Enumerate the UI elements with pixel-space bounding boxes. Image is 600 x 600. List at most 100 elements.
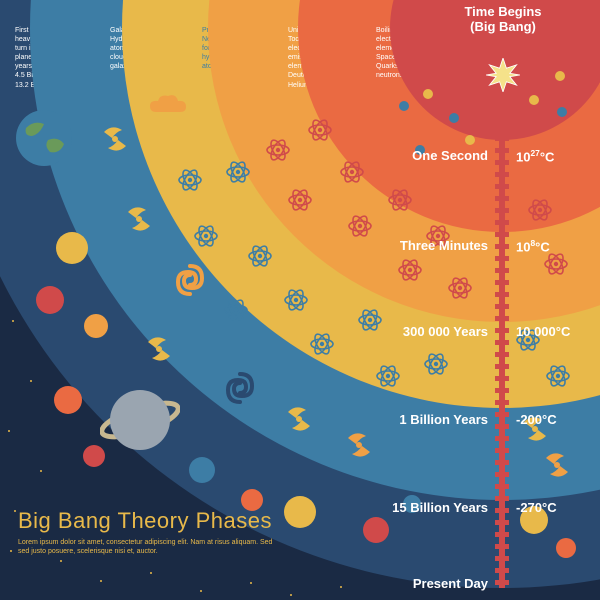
timeline-tick — [495, 40, 509, 45]
timeline-tick — [495, 232, 509, 237]
timeline-tick — [495, 568, 509, 573]
timeline-tick — [495, 580, 509, 585]
timeline-tick — [495, 292, 509, 297]
timeline-tick — [495, 376, 509, 381]
timeline-tick — [495, 256, 509, 261]
galaxy-icon — [282, 402, 316, 441]
atom-icon — [193, 223, 219, 254]
star-dot — [30, 380, 32, 382]
timeline-tick — [495, 364, 509, 369]
atom-icon — [347, 213, 373, 244]
planet-icon — [16, 110, 72, 166]
temperature-label-2: 10 000°C — [516, 324, 570, 339]
timeline-bar — [499, 40, 505, 588]
star-dot — [200, 590, 202, 592]
atom-icon — [339, 159, 365, 190]
star-dot — [10, 550, 12, 552]
particle-icon — [555, 71, 565, 81]
planet-icon — [189, 457, 215, 483]
atom-icon — [375, 363, 401, 394]
star-dot — [14, 510, 16, 512]
timeline-tick — [495, 244, 509, 249]
temperature-label-0: 1027°C — [516, 148, 554, 164]
timeline-tick — [495, 556, 509, 561]
temperature-label-3: -200°C — [516, 412, 557, 427]
timeline-tick — [495, 196, 509, 201]
star-dot — [340, 586, 342, 588]
big-bang-star-icon — [486, 58, 520, 97]
phase-label-5: Present Day — [413, 576, 488, 591]
star-dot — [8, 430, 10, 432]
atom-icon — [543, 251, 569, 282]
timeline-tick — [495, 472, 509, 477]
temperature-label-4: -270°C — [516, 500, 557, 515]
phase-label-4: 15 Billion Years — [392, 500, 488, 515]
timeline-tick — [495, 208, 509, 213]
atom-icon — [545, 363, 571, 394]
timeline-tick — [495, 136, 509, 141]
timeline-tick — [495, 508, 509, 513]
timeline-tick — [495, 352, 509, 357]
timeline-tick — [495, 436, 509, 441]
star-dot — [250, 582, 252, 584]
temperature-label-1: 108°C — [516, 238, 550, 254]
particle-icon — [529, 95, 539, 105]
timeline-tick — [495, 520, 509, 525]
planet-icon — [284, 496, 316, 528]
timeline-tick — [495, 424, 509, 429]
star-dot — [60, 560, 62, 562]
atom-icon — [397, 257, 423, 288]
phase-label-3: 1 Billion Years — [399, 412, 488, 427]
timeline-tick — [495, 172, 509, 177]
timeline-tick — [495, 544, 509, 549]
atom-icon — [423, 351, 449, 382]
galaxy-icon — [342, 428, 376, 467]
header-line1: Time Begins — [464, 4, 541, 19]
planet-icon — [363, 517, 389, 543]
timeline-tick — [495, 484, 509, 489]
galaxy-icon — [222, 370, 258, 411]
particle-icon — [557, 107, 567, 117]
atom-icon — [447, 275, 473, 306]
phase-label-0: One Second — [412, 148, 488, 163]
big-bang-infographic: First dying stars produce heavy elements… — [0, 0, 600, 600]
phase-label-2: 300 000 Years — [403, 324, 488, 339]
galaxy-icon — [540, 448, 574, 487]
timeline-tick — [495, 532, 509, 537]
phase-label-1: Three Minutes — [400, 238, 488, 253]
planet-icon — [36, 286, 64, 314]
timeline-tick — [495, 388, 509, 393]
atom-icon — [247, 243, 273, 274]
planet-icon — [56, 232, 88, 264]
planet-icon — [556, 538, 576, 558]
galaxy-icon — [122, 202, 156, 241]
atom-icon — [527, 197, 553, 228]
galaxy-icon — [142, 332, 176, 371]
timeline-tick — [495, 316, 509, 321]
timeline-tick — [495, 496, 509, 501]
star-dot — [40, 470, 42, 472]
particle-icon — [399, 101, 409, 111]
header-line2: (Big Bang) — [470, 19, 536, 34]
star-dot — [150, 572, 152, 574]
timeline-tick — [495, 460, 509, 465]
atom-icon — [265, 137, 291, 168]
main-title: Big Bang Theory Phases — [18, 508, 272, 534]
particle-icon — [449, 113, 459, 123]
header-title: Time Begins(Big Bang) — [456, 4, 550, 34]
timeline-tick — [495, 340, 509, 345]
timeline-tick — [495, 448, 509, 453]
timeline-tick — [495, 124, 509, 129]
particle-icon — [465, 135, 475, 145]
star-dot — [100, 580, 102, 582]
galaxy-icon — [148, 94, 188, 123]
atom-icon — [287, 187, 313, 218]
timeline-tick — [495, 112, 509, 117]
timeline-tick — [495, 280, 509, 285]
timeline-tick — [495, 412, 509, 417]
atom-icon — [283, 287, 309, 318]
atom-icon — [357, 307, 383, 338]
star-dot — [12, 320, 14, 322]
galaxy-icon — [172, 262, 208, 303]
timeline-tick — [495, 160, 509, 165]
